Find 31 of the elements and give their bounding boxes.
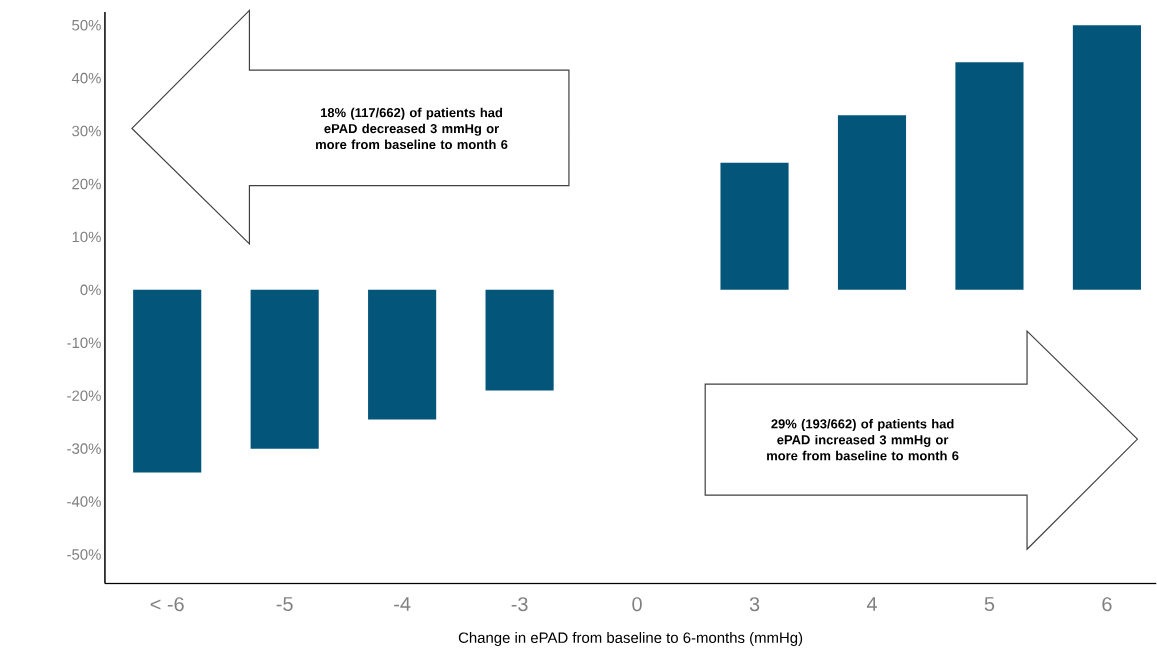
x-tick-label: -5 — [276, 597, 293, 612]
bar — [485, 290, 554, 391]
bar — [720, 163, 789, 291]
y-tick-label: 0% — [80, 284, 101, 296]
bar — [250, 290, 319, 449]
annotation: 18% (117/662) of patients had ePAD decreased 3 mmHg or more from baseline to month 6 — [316, 107, 508, 150]
y-tick-label: 30% — [72, 126, 101, 137]
bar — [837, 115, 907, 291]
x-tick-label: 0 — [632, 597, 642, 612]
bar — [133, 290, 202, 473]
annotation: 29% (193/662) of patients had ePAD increased 3 mmHg or more from baseline to month 6 — [767, 419, 959, 461]
y-tick-label: -30% — [67, 443, 101, 455]
bar — [368, 290, 437, 420]
y-tick-label: -40% — [67, 496, 101, 508]
y-tick-label: -10% — [67, 337, 101, 349]
y-tick-label: 40% — [71, 73, 101, 84]
x-tick-label: 3 — [749, 597, 760, 612]
y-tick-label: -50% — [67, 549, 101, 560]
x-tick-label: < -6 — [150, 597, 184, 612]
y-tick-label: -20% — [67, 390, 101, 402]
x-tick-label: 4 — [866, 597, 877, 612]
x-axis-title: Change in ePAD from baseline to 6-months (mmHg) — [458, 632, 803, 647]
y-tick-label: 20% — [72, 178, 101, 190]
x-tick-label: -4 — [394, 597, 411, 612]
bar — [1072, 25, 1141, 291]
x-tick-label: -3 — [511, 597, 528, 612]
x-tick-label: 5 — [984, 597, 995, 612]
y-tick-label: 50% — [72, 20, 101, 31]
bar — [955, 62, 1024, 291]
y-tick-label: 10% — [72, 231, 101, 243]
x-tick-label: 6 — [1102, 597, 1112, 612]
